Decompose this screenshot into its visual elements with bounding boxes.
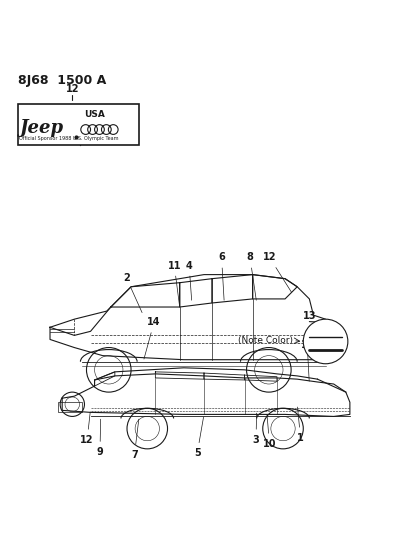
Text: 12: 12 [263, 253, 292, 293]
Text: 9: 9 [97, 419, 103, 457]
Text: 12: 12 [80, 412, 94, 445]
Text: 12: 12 [66, 84, 79, 94]
Text: 1: 1 [297, 407, 304, 443]
Text: (Note Color): (Note Color) [238, 336, 293, 345]
Text: 11: 11 [168, 261, 181, 304]
Text: 2: 2 [123, 273, 142, 312]
Bar [58, 402, 82, 413]
Text: 4: 4 [186, 261, 193, 300]
Text: Jeep: Jeep [20, 119, 64, 136]
Text: 5: 5 [194, 417, 204, 458]
Text: 6: 6 [218, 253, 225, 300]
Text: 13: 13 [300, 340, 314, 381]
Text: 8J68  1500 A: 8J68 1500 A [18, 74, 106, 87]
Text: 8: 8 [246, 253, 256, 300]
Text: 14: 14 [144, 317, 161, 359]
Text: 3: 3 [253, 413, 259, 445]
Text: USA: USA [84, 110, 105, 119]
Text: Official Sponsor 1988 U.S. Olympic Team: Official Sponsor 1988 U.S. Olympic Team [19, 136, 118, 141]
Text: 7: 7 [131, 419, 139, 460]
Text: 13: 13 [303, 311, 316, 321]
FancyBboxPatch shape [18, 104, 139, 145]
Circle shape [303, 319, 348, 364]
Text: 10: 10 [263, 415, 276, 449]
